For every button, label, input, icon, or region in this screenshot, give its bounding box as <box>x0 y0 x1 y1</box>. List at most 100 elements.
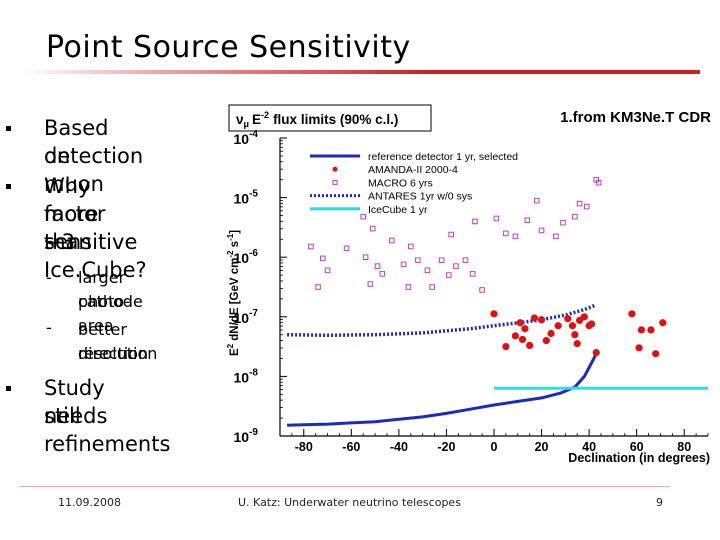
macro-point <box>315 284 321 290</box>
x-tick-label: 60 <box>630 440 644 454</box>
bullet-2-line-1: Why factor ~3 <box>44 174 106 254</box>
amanda-point <box>647 326 655 334</box>
bullet-1-line-1: Based on muon <box>44 116 109 196</box>
series-reference-line <box>287 352 598 427</box>
amanda-point <box>635 344 643 352</box>
y-tick-label: 10-6 <box>234 248 259 266</box>
bullet-2-line-2: more sensitive <box>44 202 138 254</box>
macro-point <box>400 261 407 268</box>
amanda-point <box>592 348 600 357</box>
macro-point <box>448 231 454 238</box>
amanda-point <box>580 313 588 321</box>
macro-point <box>469 271 476 277</box>
macro-point <box>324 267 331 274</box>
bullet-marker <box>6 126 11 131</box>
chart-title: νμ E-2 flux limits (90% c.l.) <box>236 110 398 129</box>
legend-label: MACRO 6 yrs <box>368 177 433 189</box>
macro-point <box>415 257 421 263</box>
x-tick-label: 0 <box>491 440 498 454</box>
macro-point <box>583 203 590 210</box>
y-ticks: 10-4 10-5 10-6 10-7 10-8 10-9 <box>234 129 287 445</box>
x-tick-label: 40 <box>582 440 596 454</box>
amanda-point <box>542 337 550 345</box>
sub-bullet-1-line-1: larger photo- <box>78 268 131 311</box>
macro-point <box>367 281 374 287</box>
chart-legend: reference detector 1 yr, selectedAMANDA-… <box>310 151 518 216</box>
macro-point <box>472 218 478 225</box>
series-antares-line <box>287 303 597 338</box>
bullet-marker <box>6 386 11 391</box>
bullet-3-line-1: Study still <box>44 376 105 428</box>
macro-point <box>503 230 509 237</box>
amanda-point <box>530 314 539 322</box>
source-note: 1.from KM3Ne.T CDR <box>560 109 711 126</box>
chart-axes <box>279 138 708 437</box>
amanda-point <box>587 320 596 328</box>
macro-point <box>572 213 578 220</box>
amanda-point <box>659 319 667 327</box>
macro-point <box>343 245 350 252</box>
footer-page-number: 9 <box>656 496 663 509</box>
y-tick-label: 10-4 <box>234 129 259 147</box>
x-tick-label: -80 <box>295 440 313 454</box>
macro-point <box>369 225 376 232</box>
amanda-point <box>554 322 562 330</box>
macro-point <box>512 233 519 240</box>
legend-swatch <box>332 179 338 185</box>
footer-rule <box>20 486 670 487</box>
bullet-3-line-3: refinements <box>44 432 171 456</box>
macro-point <box>560 219 566 226</box>
legend-label: reference detector 1 yr, selected <box>368 151 518 163</box>
macro-point <box>595 179 602 186</box>
macro-point <box>374 263 381 269</box>
x-tick-label: 20 <box>535 440 549 454</box>
macro-point <box>308 243 314 250</box>
legend-label: AMANDA-II 2000-4 <box>368 164 458 176</box>
sub-bullet-dash: - <box>46 318 52 337</box>
bullet-2-line-3: than Ice.Cube? <box>44 230 147 282</box>
y-tick-label: 10-8 <box>234 367 259 385</box>
x-tick-label: -20 <box>437 440 455 454</box>
macro-point <box>446 272 452 278</box>
amanda-point <box>516 319 524 327</box>
macro-point <box>462 257 469 263</box>
amanda-point <box>490 310 498 318</box>
amanda-point <box>564 314 572 323</box>
macro-point <box>438 257 445 263</box>
macro-point <box>524 217 531 224</box>
footer-date: 11.09.2008 <box>58 496 121 509</box>
amanda-point <box>628 310 636 318</box>
flux-limits-chart: νμ E-2 flux limits (90% c.l.) 1.from KM3Ne… <box>226 104 711 465</box>
legend-label: ANTARES 1yr w/0 sys <box>368 191 472 203</box>
macro-point <box>407 243 414 250</box>
y-tick-label: 10-7 <box>234 308 259 326</box>
macro-point <box>576 200 583 207</box>
amanda-point <box>547 329 555 338</box>
x-tick-label: 80 <box>677 440 691 454</box>
y-tick-label: 10-5 <box>234 189 259 207</box>
macro-point <box>453 263 459 269</box>
y-tick-label: 10-9 <box>234 427 259 445</box>
title-underline <box>20 70 700 74</box>
macro-point <box>360 213 367 220</box>
macro-point <box>553 233 559 240</box>
x-ticks: -80 -60 -40 -20 0 20 40 60 80 <box>279 429 709 454</box>
bullet-1-line-2: detection <box>44 144 144 168</box>
macro-point <box>534 197 540 204</box>
macro-point <box>320 255 326 262</box>
amanda-point <box>502 343 510 351</box>
sub-bullet-1-line-2: cathode area <box>78 292 143 335</box>
macro-point <box>388 237 395 244</box>
x-axis-label: Declination (in degrees) <box>568 451 710 465</box>
macro-point <box>379 271 386 277</box>
amanda-point <box>652 350 660 358</box>
bullet-marker <box>6 184 11 189</box>
macro-point <box>429 284 435 290</box>
sub-bullet-2-line-2: resolution <box>78 344 158 363</box>
amanda-point <box>511 332 519 340</box>
macro-point <box>424 267 431 274</box>
x-tick-label: -60 <box>342 440 360 454</box>
sub-bullet-dash: - <box>46 268 52 287</box>
chart-series <box>287 176 708 427</box>
macro-point <box>362 254 369 260</box>
